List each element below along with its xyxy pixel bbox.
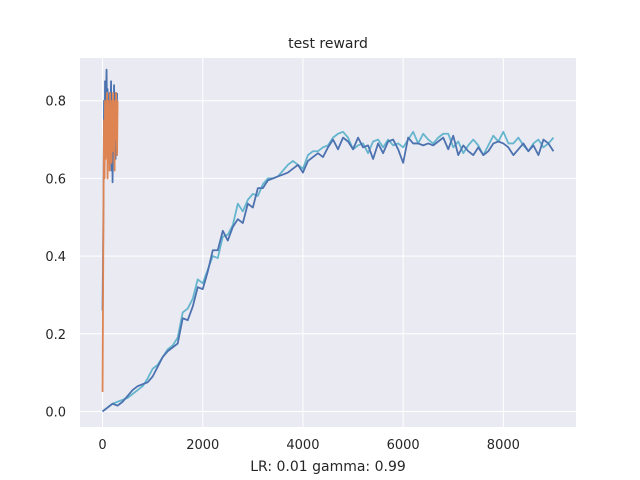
- x-tick-label: 6000: [387, 438, 420, 453]
- x-tick-label: 4000: [286, 438, 319, 453]
- plot-background: [80, 58, 576, 427]
- x-tick-label: 0: [98, 438, 106, 453]
- y-tick-label: 0.8: [45, 95, 66, 110]
- series-line-1: [101, 130, 555, 413]
- series-line-3: [101, 92, 119, 393]
- series-lines: [101, 68, 555, 413]
- x-axis-label: LR: 0.01 gamma: 0.99: [250, 459, 406, 475]
- x-tick-labels: 0 2000 4000 6000 8000: [98, 438, 519, 453]
- series-line-0: [101, 134, 555, 413]
- x-tick-label: 2000: [186, 438, 219, 453]
- y-tick-label: 0.6: [45, 172, 66, 187]
- grid: [80, 58, 576, 427]
- chart-title: test reward: [288, 36, 368, 52]
- y-tick-label: 0.4: [45, 250, 66, 265]
- y-tick-label: 0.0: [45, 405, 66, 420]
- x-tick-label: 8000: [487, 438, 520, 453]
- y-tick-labels: 0.0 0.2 0.4 0.6 0.8: [45, 95, 66, 421]
- y-tick-label: 0.2: [45, 328, 66, 343]
